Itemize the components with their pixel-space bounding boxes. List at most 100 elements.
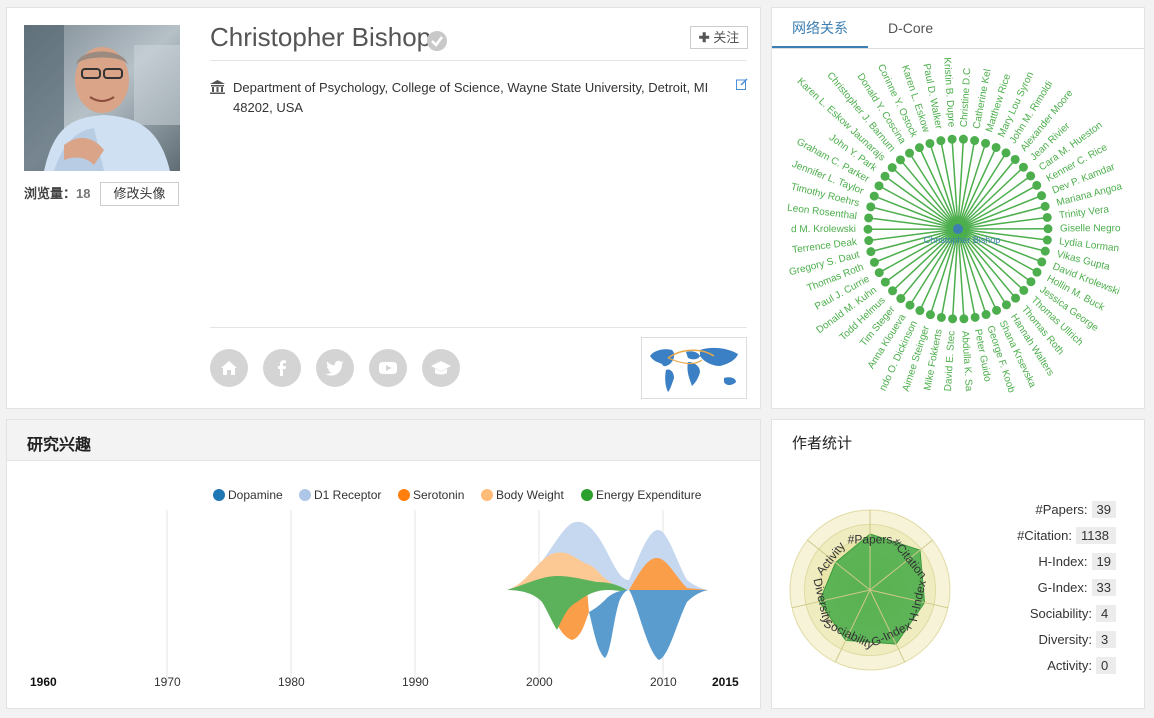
network-node[interactable] (925, 310, 935, 320)
tick-label: 2015 (712, 675, 739, 689)
network-node[interactable] (958, 134, 968, 144)
facebook-icon[interactable] (263, 349, 301, 387)
edit-icon[interactable] (736, 78, 748, 90)
network-center-node[interactable] (953, 224, 963, 234)
stat-value: 3 (1096, 631, 1116, 648)
network-node[interactable] (981, 310, 991, 320)
network-node[interactable] (880, 277, 890, 287)
network-node[interactable] (866, 202, 876, 212)
stat-row: H-Index: 19 (1038, 553, 1116, 570)
legend-item-dopamine[interactable]: Dopamine (213, 488, 283, 502)
network-node[interactable] (915, 306, 925, 316)
network-node[interactable] (896, 294, 906, 304)
network-node[interactable] (887, 163, 897, 173)
network-node[interactable] (1010, 154, 1020, 164)
stat-value: 39 (1091, 501, 1116, 518)
network-node[interactable] (1026, 277, 1036, 287)
avatar[interactable] (24, 25, 180, 171)
edit-avatar-button[interactable]: 修改头像 (100, 182, 179, 206)
legend-item-d1-receptor[interactable]: D1 Receptor (299, 488, 381, 502)
network-edge (940, 228, 959, 318)
legend-item-serotonin[interactable]: Serotonin (398, 488, 464, 502)
network-node[interactable] (991, 142, 1001, 152)
network-edge (957, 216, 1048, 230)
radar-chart[interactable]: #Papers#CitationH-IndexG-IndexSociabilit… (772, 480, 992, 700)
network-node[interactable] (1040, 201, 1050, 211)
network-node[interactable] (1032, 267, 1042, 277)
network-node[interactable] (1001, 148, 1011, 158)
network-node[interactable] (864, 236, 874, 246)
network-edge (957, 175, 1032, 230)
network-node[interactable] (959, 314, 969, 324)
network-node-label[interactable]: David E. Stec (943, 330, 958, 391)
radar-axis (869, 589, 949, 609)
network-node[interactable] (863, 224, 873, 234)
network-node[interactable] (1042, 212, 1052, 222)
follow-button[interactable]: ✚ 关注 (690, 26, 748, 49)
network-node[interactable] (869, 191, 879, 201)
network-node[interactable] (874, 181, 884, 191)
research-interests-panel: 研究兴趣 Dopamine D1 Receptor Serotonin Body… (6, 419, 761, 709)
network-node[interactable] (947, 134, 957, 144)
network-node-label[interactable]: Abdulla K. Sa (959, 330, 974, 392)
stat-label: H-Index: (1038, 554, 1088, 569)
network-node[interactable] (866, 247, 876, 257)
network-node[interactable] (895, 155, 905, 165)
network-node-label[interactable]: Trinity Vera (1058, 204, 1110, 221)
network-node[interactable] (981, 138, 991, 148)
stream-serotonin[interactable] (547, 557, 707, 640)
network-node-label[interactable]: Christine D.C (959, 68, 974, 128)
network-node-label[interactable]: Giselle Negro (1060, 223, 1121, 234)
network-node[interactable] (1032, 180, 1042, 190)
network-node[interactable] (1040, 246, 1050, 256)
network-node[interactable] (1018, 162, 1028, 172)
stream-dopamine[interactable] (589, 590, 709, 660)
network-node-label[interactable]: Kristin B. Dupre (941, 57, 957, 128)
stat-label: Activity: (1047, 658, 1092, 673)
network-node[interactable] (874, 268, 884, 278)
network-edge (957, 228, 998, 311)
network-node[interactable] (880, 171, 890, 181)
tick-label: 2010 (650, 675, 677, 689)
tab-network[interactable]: 网络关系 (772, 8, 868, 48)
youtube-icon[interactable] (369, 349, 407, 387)
network-node[interactable] (936, 136, 946, 146)
network-node[interactable] (1037, 257, 1047, 267)
network-node[interactable] (914, 143, 924, 153)
home-icon[interactable] (210, 349, 248, 387)
stream-energy-expenditure[interactable] (507, 576, 627, 630)
author-stats-panel: 作者统计 #Papers #Citation H-Index G-Index Socia… (771, 419, 1145, 709)
x-axis: 1960 1970 1980 1990 2000 2010 2015 (30, 675, 739, 689)
stat-row: #Citation: 1138 (1017, 527, 1116, 544)
twitter-icon[interactable] (316, 349, 354, 387)
network-node[interactable] (948, 314, 958, 324)
network-node[interactable] (1026, 171, 1036, 181)
network-node[interactable] (905, 300, 915, 310)
network-node[interactable] (1001, 300, 1011, 310)
network-node[interactable] (1011, 293, 1021, 303)
graduation-cap-icon[interactable] (422, 349, 460, 387)
network-node[interactable] (970, 312, 980, 322)
network-node[interactable] (1037, 191, 1047, 201)
network-node[interactable] (970, 136, 980, 146)
streamgraph[interactable]: 1960 1970 1980 1990 2000 2010 2015 (7, 462, 760, 708)
tab-dcore[interactable]: D-Core (888, 20, 934, 36)
network-node[interactable] (869, 257, 879, 267)
network-node[interactable] (888, 286, 898, 296)
legend-item-body-weight[interactable]: Body Weight (481, 488, 564, 502)
network-edge (929, 143, 959, 230)
panel-header: 研究兴趣 (7, 420, 760, 461)
network-node[interactable] (1019, 285, 1029, 295)
network-node[interactable] (1043, 224, 1053, 234)
network-node-label[interactable]: d M. Krolewski (791, 224, 856, 235)
network-node[interactable] (992, 305, 1002, 315)
world-map-thumbnail[interactable] (641, 337, 747, 399)
network-edge (957, 143, 987, 230)
legend-item-energy-expenditure[interactable]: Energy Expenditure (581, 488, 701, 502)
network-node[interactable] (925, 138, 935, 148)
network-node[interactable] (936, 312, 946, 322)
network-node[interactable] (864, 213, 874, 223)
network-node[interactable] (905, 148, 915, 158)
network-node[interactable] (1042, 235, 1052, 245)
